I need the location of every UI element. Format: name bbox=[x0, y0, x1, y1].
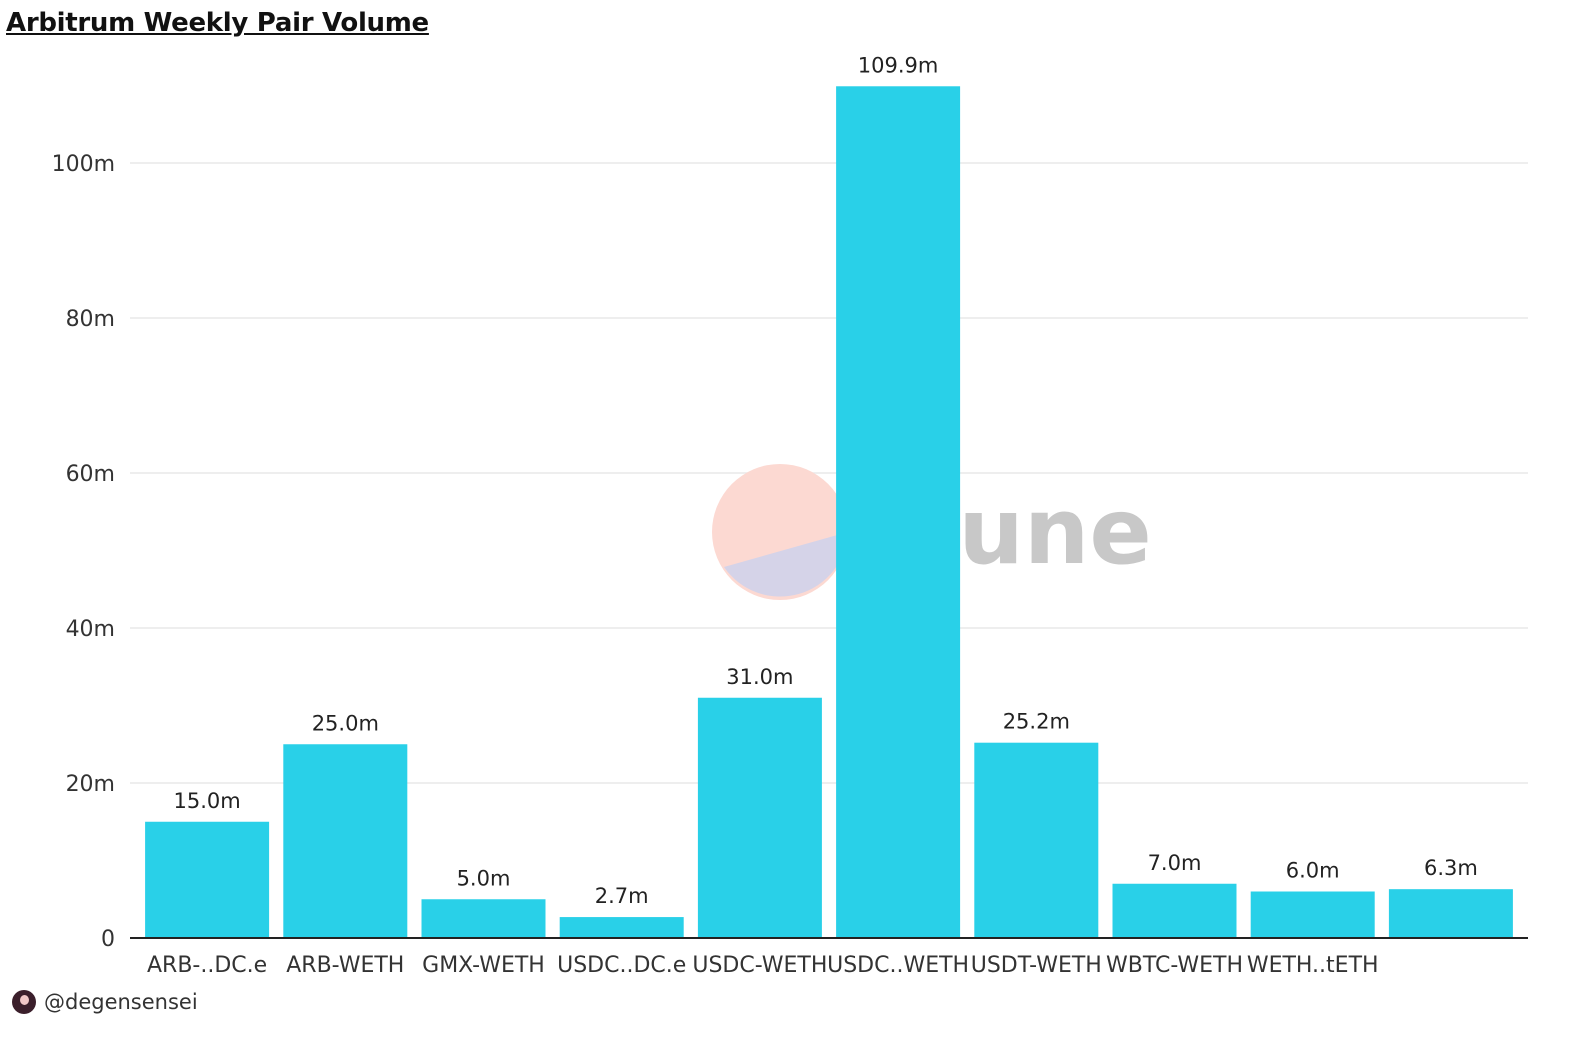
data-label: 109.9m bbox=[858, 53, 939, 77]
y-tick-label: 60m bbox=[66, 462, 115, 487]
y-tick-label: 40m bbox=[66, 617, 115, 642]
avatar bbox=[12, 990, 36, 1014]
data-label: 2.7m bbox=[595, 884, 649, 908]
data-label: 25.2m bbox=[1003, 710, 1070, 734]
x-tick-label: WBTC-WETH bbox=[1106, 953, 1243, 978]
bar[interactable] bbox=[560, 917, 684, 938]
bar[interactable] bbox=[1113, 884, 1237, 938]
x-tick-label: GMX-WETH bbox=[422, 953, 545, 978]
x-tick-label: ARB-WETH bbox=[286, 953, 404, 978]
y-tick-label: 80m bbox=[66, 307, 115, 332]
x-tick-label: USDC-WETH bbox=[692, 953, 827, 978]
y-tick-label: 100m bbox=[52, 152, 115, 177]
x-tick-label: ARB-..DC.e bbox=[147, 953, 267, 978]
y-axis-ticks: 0 20m 40m 60m 80m 100m bbox=[52, 152, 115, 952]
bar[interactable] bbox=[1251, 892, 1375, 939]
y-tick-label: 20m bbox=[66, 772, 115, 797]
y-tick-label: 0 bbox=[101, 927, 115, 952]
x-tick-label: USDC..WETH bbox=[827, 953, 969, 978]
x-tick-label: WETH..tETH bbox=[1247, 953, 1379, 978]
author-handle[interactable]: @degensensei bbox=[44, 990, 198, 1014]
gridlines bbox=[130, 163, 1528, 783]
data-label: 5.0m bbox=[457, 866, 511, 890]
x-tick-label: USDT-WETH bbox=[971, 953, 1102, 978]
bar[interactable] bbox=[836, 86, 960, 938]
data-label: 25.0m bbox=[312, 711, 379, 735]
x-axis-labels: ARB-..DC.e ARB-WETH GMX-WETH USDC..DC.e USDC… bbox=[147, 953, 1379, 978]
data-label: 6.3m bbox=[1424, 856, 1478, 880]
bar[interactable] bbox=[283, 744, 407, 938]
bar[interactable] bbox=[422, 899, 546, 938]
data-label: 15.0m bbox=[173, 789, 240, 813]
bar[interactable] bbox=[145, 822, 269, 938]
bar[interactable] bbox=[1389, 889, 1513, 938]
x-tick-label: USDC..DC.e bbox=[557, 953, 686, 978]
bar[interactable] bbox=[698, 698, 822, 938]
data-label: 6.0m bbox=[1286, 859, 1340, 883]
data-label: 7.0m bbox=[1148, 851, 1202, 875]
data-label: 31.0m bbox=[726, 665, 793, 689]
bar[interactable] bbox=[974, 743, 1098, 938]
footer: @degensensei bbox=[12, 988, 198, 1016]
